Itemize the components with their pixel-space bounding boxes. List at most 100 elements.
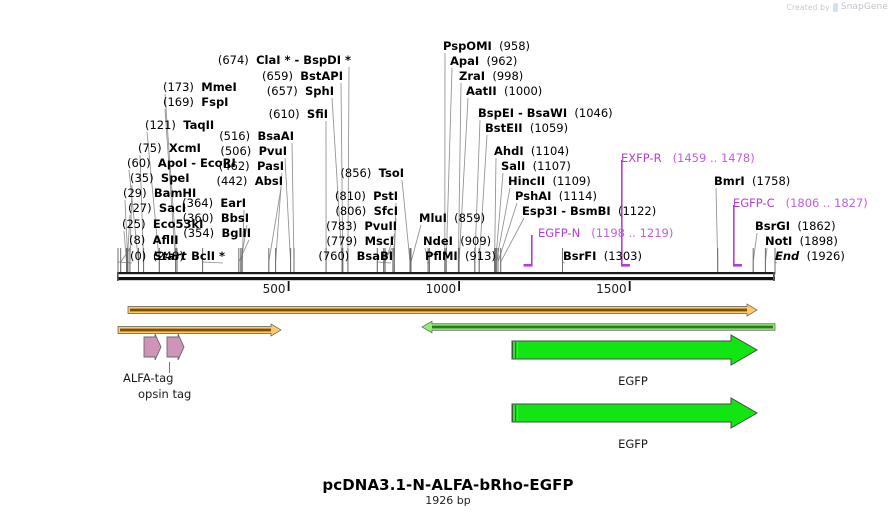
enzyme-label[interactable]: ZraI (998) bbox=[459, 70, 523, 82]
enzyme-position: (958) bbox=[499, 39, 531, 53]
enzyme-label[interactable]: (506) PvuI bbox=[220, 145, 287, 157]
enzyme-label[interactable]: (8) AflII bbox=[129, 233, 179, 247]
restriction-site-tick bbox=[158, 248, 160, 274]
enzyme-label[interactable]: (779) MscI bbox=[326, 234, 394, 248]
restriction-site-tick bbox=[126, 248, 128, 274]
feature-caption: opsin tag bbox=[138, 387, 192, 401]
restriction-site-tick bbox=[383, 248, 385, 274]
enzyme-label[interactable]: End (1926) bbox=[775, 250, 845, 262]
enzyme-label[interactable]: NdeI (909) bbox=[423, 235, 491, 247]
enzyme-label[interactable]: AatII (1000) bbox=[466, 84, 543, 98]
enzyme-label[interactable]: (75) XcmI bbox=[138, 142, 201, 154]
snapgene-watermark: Created by SnapGene bbox=[787, 2, 888, 12]
enzyme-position: (610) bbox=[268, 107, 300, 121]
restriction-site-tick bbox=[176, 248, 178, 274]
enzyme-position: (1046) bbox=[574, 106, 613, 120]
enzyme-label[interactable]: SalI (1107) bbox=[501, 159, 571, 173]
egfp-cds-arrow-2[interactable] bbox=[511, 397, 759, 429]
enzyme-label[interactable]: (657) SphI bbox=[267, 85, 334, 97]
enzyme-label[interactable]: (173) MmeI bbox=[163, 80, 237, 94]
label-leader-line bbox=[284, 157, 292, 273]
enzyme-label[interactable]: PshAI (1114) bbox=[515, 189, 597, 203]
label-leader-line bbox=[275, 172, 283, 273]
enzyme-label[interactable]: (659) BstAPI bbox=[262, 70, 343, 82]
enzyme-label[interactable]: (248) BclI * bbox=[153, 250, 225, 262]
enzyme-label[interactable]: (169) FspI bbox=[163, 95, 229, 109]
enzyme-position: (1000) bbox=[504, 84, 543, 98]
enzyme-label[interactable]: (29) BamHI bbox=[123, 187, 196, 199]
restriction-site-tick bbox=[474, 248, 476, 274]
restriction-site-tick bbox=[392, 248, 394, 274]
enzyme-label[interactable]: (442) AbsI bbox=[216, 174, 283, 188]
ruler-tick bbox=[287, 281, 290, 291]
enzyme-position: (779) bbox=[326, 234, 358, 248]
enzyme-label[interactable]: (60) ApoI - EcoRI bbox=[127, 156, 236, 170]
restriction-site-tick bbox=[175, 248, 177, 274]
feature-caption: EGFP bbox=[618, 437, 648, 451]
enzyme-position: (8) bbox=[129, 233, 146, 247]
enzyme-label[interactable]: (856) TsoI bbox=[340, 166, 404, 180]
enzyme-position: (173) bbox=[163, 80, 194, 94]
enzyme-label[interactable]: (806) SfcI bbox=[335, 205, 398, 217]
enzyme-position: (0) bbox=[130, 249, 147, 263]
enzyme-label[interactable]: (360) BbsI bbox=[183, 212, 249, 224]
ruler-tick-label: 1000 bbox=[425, 282, 457, 296]
enzyme-label[interactable]: (364) EarI bbox=[182, 197, 246, 209]
enzyme-label[interactable]: (35) SpeI bbox=[130, 172, 190, 184]
enzyme-label[interactable]: (25) Eco53kI bbox=[122, 218, 203, 230]
enzyme-label[interactable]: HincII (1109) bbox=[508, 175, 591, 187]
enzyme-label[interactable]: (810) PstI bbox=[334, 189, 398, 203]
enzyme-label[interactable]: (462) PasI bbox=[218, 159, 284, 173]
enzyme-name: AatII bbox=[466, 84, 497, 98]
enzyme-name: BstEII bbox=[485, 121, 523, 135]
enzyme-name: ApoI - EcoRI bbox=[157, 156, 236, 170]
restriction-site-tick bbox=[290, 248, 292, 274]
enzyme-label[interactable]: (0) Start bbox=[130, 249, 186, 263]
enzyme-label[interactable]: (674) ClaI * - BspDI * bbox=[218, 54, 351, 66]
egfp-cds-arrow-1-five-prime-cap bbox=[516, 342, 518, 358]
enzyme-label[interactable]: BstEII (1059) bbox=[485, 121, 568, 135]
enzyme-name: MluI bbox=[419, 211, 447, 225]
egfp-cds-arrow-1[interactable] bbox=[511, 334, 759, 366]
enzyme-label[interactable]: (516) BsaAI bbox=[219, 130, 294, 142]
enzyme-label[interactable]: (27) SacI bbox=[128, 202, 186, 214]
enzyme-label[interactable]: BspEI - BsaWI (1046) bbox=[478, 106, 613, 120]
enzyme-label[interactable]: BsrFI (1303) bbox=[563, 250, 642, 262]
enzyme-label[interactable]: Esp3I - BsmBI (1122) bbox=[522, 205, 656, 217]
enzyme-label[interactable]: MluI (859) bbox=[419, 211, 485, 225]
enzyme-label[interactable]: PflMI (913) bbox=[425, 249, 496, 263]
enzyme-label[interactable]: AhdI (1104) bbox=[494, 145, 569, 157]
enzyme-name: FspI bbox=[201, 95, 229, 109]
primer-label[interactable]: EGFP-N (1198 .. 1219) bbox=[538, 227, 673, 239]
enzyme-label[interactable]: BsrGI (1862) bbox=[755, 219, 836, 233]
enzyme-label[interactable]: (760) BsaBI bbox=[318, 250, 393, 262]
restriction-site-tick bbox=[117, 248, 119, 274]
restriction-site-tick bbox=[717, 248, 719, 274]
enzyme-position: (442) bbox=[216, 174, 248, 188]
enzyme-label[interactable]: BmrI (1758) bbox=[714, 175, 790, 187]
enzyme-label[interactable]: PspOMI (958) bbox=[443, 39, 531, 53]
enzyme-position: (810) bbox=[334, 189, 366, 203]
enzyme-name: PvuII bbox=[364, 219, 397, 233]
enzyme-label[interactable]: ApaI (962) bbox=[450, 55, 517, 67]
enzyme-label[interactable]: (354) BglII bbox=[183, 227, 251, 239]
primer-label[interactable]: EXFP-R (1459 .. 1478) bbox=[621, 152, 755, 164]
enzyme-position: (913) bbox=[465, 249, 496, 263]
restriction-site-tick bbox=[494, 248, 496, 274]
enzyme-label[interactable]: NotI (1898) bbox=[765, 235, 838, 247]
egfp-cds-arrow-1-five-prime-cap bbox=[513, 342, 515, 358]
primer-label[interactable]: EGFP-C (1806 .. 1827) bbox=[733, 197, 868, 209]
enzyme-position: (1107) bbox=[532, 159, 571, 173]
enzyme-position: (1114) bbox=[558, 189, 597, 203]
enzyme-name: TsoI bbox=[378, 166, 404, 180]
enzyme-position: (462) bbox=[218, 159, 250, 173]
alfa-tag-arrow[interactable] bbox=[143, 333, 162, 361]
label-leader-line bbox=[752, 232, 758, 273]
enzyme-name: SfiI bbox=[306, 107, 328, 121]
enzyme-name: BsrGI bbox=[755, 219, 790, 233]
opsin-tag-arrow[interactable] bbox=[166, 333, 185, 361]
enzyme-name: TaqII bbox=[183, 118, 215, 132]
enzyme-label[interactable]: (783) PvuII bbox=[326, 219, 397, 233]
enzyme-label[interactable]: (121) TaqII bbox=[145, 118, 215, 132]
enzyme-label[interactable]: (610) SfiI bbox=[268, 107, 328, 121]
